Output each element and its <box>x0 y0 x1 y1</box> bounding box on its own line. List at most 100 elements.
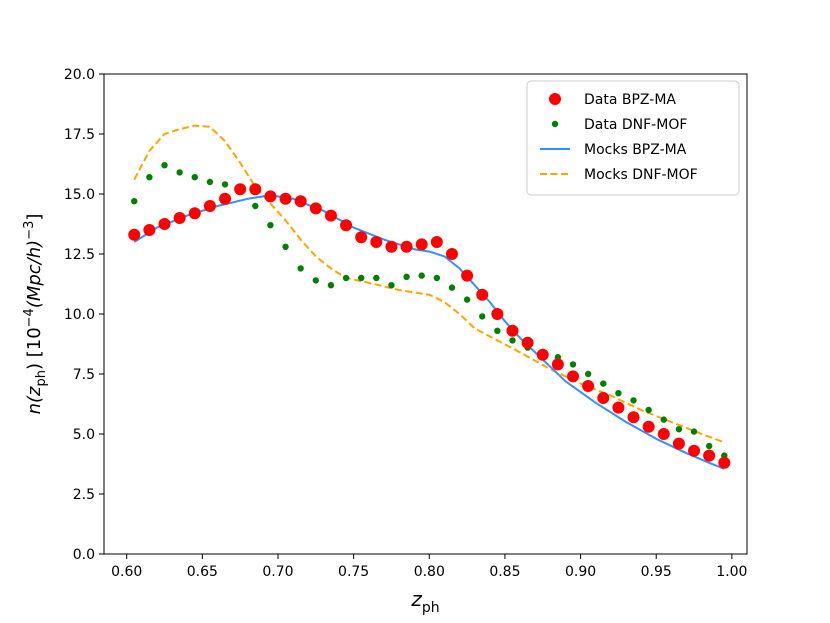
legend-label: Mocks DNF-MOF <box>584 167 698 183</box>
data-point-data-bpz-ma <box>203 200 216 212</box>
data-point-data-bpz-ma <box>521 336 534 349</box>
data-point-data-bpz-ma <box>506 324 519 337</box>
data-point-data-bpz-ma <box>294 195 307 208</box>
data-point-data-dnf-mof <box>479 313 486 320</box>
y-tick-label: 0.0 <box>73 547 95 563</box>
data-point-data-bpz-ma <box>264 190 277 203</box>
data-point-data-bpz-ma <box>249 183 262 196</box>
y-tick-label: 15.0 <box>64 187 95 203</box>
data-point-data-bpz-ma <box>385 240 398 253</box>
data-point-data-bpz-ma <box>582 380 595 392</box>
data-point-data-dnf-mof <box>146 174 153 181</box>
data-point-data-dnf-mof <box>342 274 350 282</box>
data-point-data-bpz-ma <box>324 209 337 222</box>
x-tick-label: 0.65 <box>187 564 218 580</box>
data-point-data-bpz-ma <box>400 240 413 253</box>
data-point-data-dnf-mof <box>569 361 577 368</box>
y-tick-label: 10.0 <box>64 307 95 323</box>
data-point-data-dnf-mof <box>418 272 425 279</box>
data-point-data-dnf-mof <box>297 265 304 272</box>
data-point-data-dnf-mof <box>584 370 592 378</box>
data-point-data-bpz-ma <box>642 420 655 433</box>
data-point-data-bpz-ma <box>188 207 201 220</box>
data-point-data-dnf-mof <box>373 274 380 282</box>
legend-item-data-dnf-mof: Data DNF-MOF <box>551 117 687 133</box>
data-point-data-bpz-ma <box>597 392 610 404</box>
data-point-data-bpz-ma <box>219 192 232 205</box>
data-point-data-dnf-mof <box>282 243 289 250</box>
data-point-data-dnf-mof <box>221 181 229 188</box>
y-tick-label: 2.5 <box>73 487 95 503</box>
data-point-data-bpz-ma <box>234 183 247 196</box>
data-point-data-bpz-ma <box>158 218 171 230</box>
data-point-data-bpz-ma <box>476 288 489 301</box>
data-point-data-dnf-mof <box>403 273 410 280</box>
data-point-data-bpz-ma <box>657 428 670 440</box>
x-tick-label: 0.80 <box>414 564 445 580</box>
data-point-data-bpz-ma <box>128 228 141 241</box>
data-point-data-bpz-ma <box>143 224 156 236</box>
legend-swatch <box>549 93 561 105</box>
data-point-data-bpz-ma <box>279 192 292 205</box>
series-line-mocks-bpz-ma <box>133 194 725 470</box>
data-point-data-dnf-mof <box>660 416 667 423</box>
data-point-data-dnf-mof <box>388 282 395 289</box>
legend-item-mocks-bpz-ma: Mocks BPZ-MA <box>540 142 687 158</box>
data-point-data-bpz-ma <box>536 348 549 361</box>
y-tick-label: 5.0 <box>73 427 95 443</box>
data-point-data-dnf-mof <box>358 274 365 282</box>
legend-swatch <box>551 120 559 128</box>
data-point-data-dnf-mof <box>161 162 168 169</box>
legend-label: Data DNF-MOF <box>584 117 687 133</box>
data-point-data-dnf-mof <box>690 428 698 435</box>
x-tick-label: 0.90 <box>565 564 596 580</box>
x-tick-label: 0.95 <box>641 564 672 580</box>
data-point-data-dnf-mof <box>176 169 183 176</box>
data-point-data-dnf-mof <box>509 337 516 344</box>
data-point-data-dnf-mof <box>630 397 637 404</box>
data-point-data-dnf-mof <box>615 390 622 397</box>
y-tick-label: 17.5 <box>64 127 95 143</box>
y-tick-label: 7.5 <box>73 367 95 383</box>
data-point-data-dnf-mof <box>131 198 138 205</box>
data-point-data-bpz-ma <box>430 236 443 248</box>
data-point-data-bpz-ma <box>551 358 564 371</box>
data-point-data-bpz-ma <box>309 202 322 215</box>
data-point-data-bpz-ma <box>415 238 428 251</box>
data-point-data-bpz-ma <box>718 456 731 469</box>
data-point-data-dnf-mof <box>675 426 683 433</box>
data-point-data-bpz-ma <box>672 437 685 450</box>
data-point-data-dnf-mof <box>705 442 713 450</box>
data-point-data-dnf-mof <box>252 202 259 210</box>
data-point-data-dnf-mof <box>645 406 652 414</box>
data-point-data-bpz-ma <box>445 248 458 260</box>
data-point-data-bpz-ma <box>627 411 640 424</box>
data-point-data-dnf-mof <box>312 277 320 284</box>
data-point-data-bpz-ma <box>355 231 368 244</box>
legend-item-mocks-dnf-mof: Mocks DNF-MOF <box>540 167 698 183</box>
data-point-data-dnf-mof <box>327 282 335 289</box>
x-tick-label: 0.70 <box>262 564 293 580</box>
x-tick-label: 0.75 <box>338 564 369 580</box>
legend-item-data-bpz-ma: Data BPZ-MA <box>549 92 676 108</box>
x-tick-label: 1.00 <box>716 564 747 580</box>
data-point-data-dnf-mof <box>433 274 441 282</box>
legend-box <box>526 80 740 196</box>
legend: Data BPZ-MA Data DNF-MOF Mocks BPZ-MA Mocks… <box>526 80 740 196</box>
data-point-data-dnf-mof <box>267 222 274 229</box>
data-point-data-bpz-ma <box>612 401 625 414</box>
data-point-data-dnf-mof <box>494 327 501 334</box>
axis-ticks: 0.60 0.65 0.70 0.75 0.80 0.85 0.90 0.95 1.00 0.0 2… <box>64 67 748 580</box>
x-axis-label: zph <box>410 587 439 616</box>
data-point-data-dnf-mof <box>448 284 456 291</box>
data-point-data-bpz-ma <box>688 444 701 457</box>
y-axis-label: n(zph) [10−4(Mpc/h)−3] <box>22 214 49 415</box>
data-point-data-bpz-ma <box>173 212 186 224</box>
x-tick-label: 0.85 <box>489 564 520 580</box>
legend-label: Mocks BPZ-MA <box>584 142 687 158</box>
data-point-data-dnf-mof <box>463 296 471 303</box>
y-tick-label: 12.5 <box>64 247 95 263</box>
data-point-data-bpz-ma <box>703 449 716 462</box>
y-tick-label: 20.0 <box>64 67 95 83</box>
plot-area <box>128 124 731 470</box>
